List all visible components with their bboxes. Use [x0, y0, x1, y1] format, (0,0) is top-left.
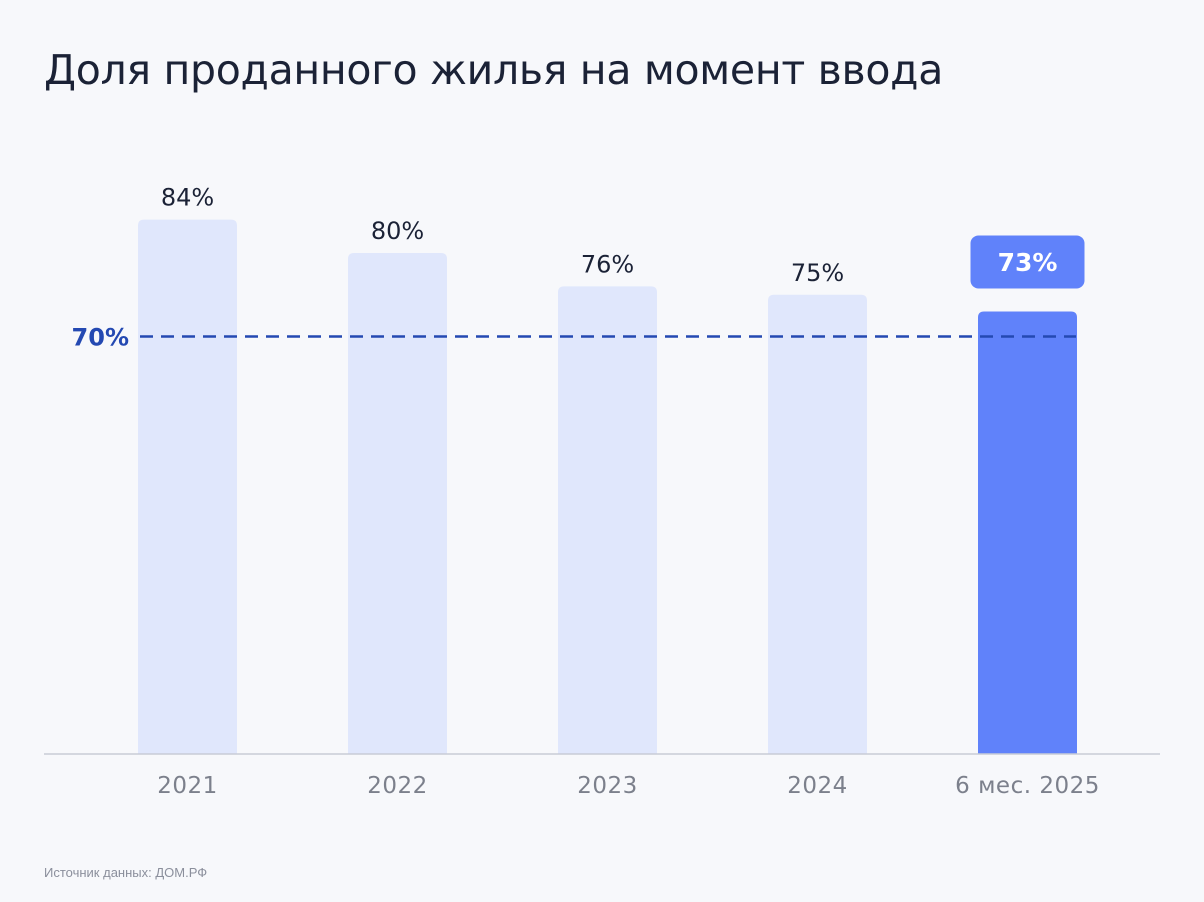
category-label-1: 2021 [157, 773, 218, 799]
category-label-2: 2022 [367, 773, 428, 799]
bar-3 [558, 286, 657, 754]
value-label-box-highlight [970, 235, 1085, 289]
bar-1 [138, 219, 237, 755]
bar-2 [348, 253, 447, 754]
labels-layer: 84% 2021 80% 2022 76% 2023 75% 2024 73% 6 мес. 20… [157, 184, 1100, 799]
value-label-5: 73% [998, 248, 1058, 277]
value-label-1: 84% [161, 184, 214, 212]
value-label-2: 80% [371, 217, 424, 245]
bar-4 [768, 294, 867, 754]
value-label-3: 76% [581, 250, 634, 278]
reference-line-label: 70% [72, 324, 129, 352]
chart-title: Доля проданного жилья на момент ввода [44, 46, 944, 94]
category-label-5: 6 мес. 2025 [955, 773, 1100, 799]
bar-5 [978, 311, 1077, 754]
category-label-4: 2024 [787, 773, 848, 799]
data-source-note: Источник данных: ДОМ.РФ [44, 865, 208, 880]
value-label-4: 75% [791, 259, 844, 287]
category-label-3: 2023 [577, 773, 638, 799]
bars-layer [138, 219, 1077, 755]
